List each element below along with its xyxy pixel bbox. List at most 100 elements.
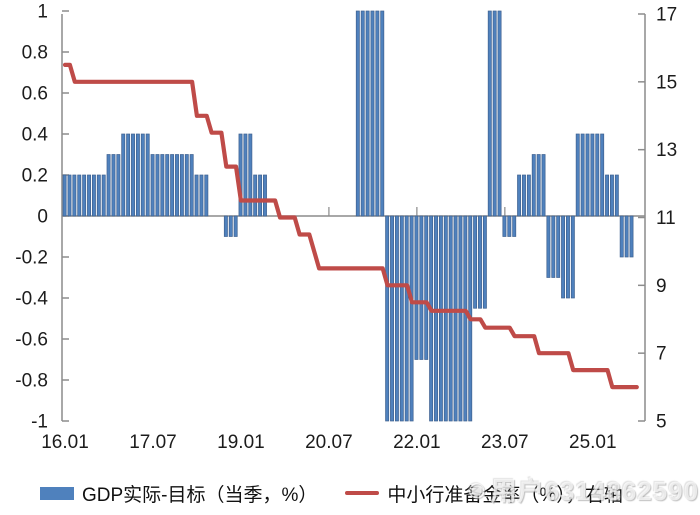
legend-label-gdp-gap: GDP实际-目标（当季，%）	[82, 484, 318, 506]
gdp-gap-bar	[595, 133, 600, 217]
gdp-gap-bar	[67, 174, 72, 217]
gdp-gap-bar	[370, 10, 375, 217]
gdp-gap-bar	[165, 154, 170, 217]
gdp-gap-bar	[551, 215, 556, 278]
gdp-gap-bar	[429, 215, 434, 422]
gdp-gap-bar	[585, 133, 590, 217]
left-axis-tick-label: -0.2	[15, 248, 48, 269]
gdp-gap-bar	[502, 215, 507, 237]
left-axis-tick-label: -1	[31, 412, 48, 433]
x-axis-tick-label: 19.01	[217, 432, 265, 453]
gdp-gap-bar	[258, 174, 263, 217]
gdp-gap-bar	[541, 154, 546, 217]
gdp-gap-bar	[497, 10, 502, 217]
x-axis-tick-label: 23.07	[481, 432, 529, 453]
left-axis-tick-label: -0.8	[15, 371, 48, 392]
gdp-gap-bar	[517, 174, 522, 217]
gdp-gap-bar	[145, 133, 150, 217]
gdp-gap-bar	[111, 154, 116, 217]
gdp-gap-bar	[228, 215, 233, 237]
left-axis-tick-label: 1	[37, 2, 48, 23]
gdp-gap-bar	[414, 215, 419, 360]
legend-label-rrr: 中小行准备金率（%），右轴	[387, 484, 623, 506]
x-axis-tick-label: 16.01	[41, 432, 89, 453]
gdp-gap-bar	[478, 215, 482, 309]
line-series-swatch	[345, 491, 380, 495]
gdp-gap-bar	[204, 174, 209, 217]
gdp-gap-bar	[62, 174, 67, 217]
x-axis-tick-label: 20.07	[305, 432, 353, 453]
gdp-gap-bar	[590, 133, 595, 217]
gdp-gap-bar	[179, 154, 184, 217]
left-axis-tick-label: 0.6	[22, 84, 48, 105]
gdp-gap-bar	[614, 174, 619, 217]
left-axis-tick-label: -0.4	[15, 289, 48, 310]
right-axis-tick-label: 7	[656, 344, 667, 365]
gdp-gap-bar	[101, 174, 106, 217]
gdp-gap-bar	[522, 174, 526, 217]
gdp-gap-bar	[512, 215, 517, 237]
gdp-gap-bar	[409, 215, 414, 422]
gdp-gap-bar	[624, 215, 629, 258]
gdp-gap-bar	[72, 174, 77, 217]
x-axis-tick-label: 25.01	[569, 432, 617, 453]
gdp-gap-bar	[238, 133, 243, 217]
left-axis-tick-label: 0	[37, 207, 48, 228]
gdp-gap-bar	[135, 133, 140, 217]
rrr-step-line	[62, 62, 639, 390]
gdp-gap-bar	[404, 215, 409, 422]
gdp-gap-bar	[126, 133, 131, 217]
gdp-gap-bar	[82, 174, 87, 217]
gdp-gap-bar	[160, 154, 165, 217]
gdp-gap-bar	[575, 133, 580, 217]
gdp-gap-bar	[609, 174, 614, 217]
gdp-gap-bar	[243, 133, 248, 217]
gdp-gap-bar	[561, 215, 566, 299]
gdp-gap-bar	[390, 215, 394, 422]
gdp-gap-bar	[121, 133, 126, 217]
gdp-gap-bar	[263, 174, 267, 217]
gdp-gap-bar	[424, 215, 429, 360]
gdp-gap-bar	[248, 133, 253, 217]
gdp-gap-bar	[77, 174, 82, 217]
gdp-gap-bar	[170, 154, 175, 217]
gdp-gap-bar	[492, 10, 497, 217]
gdp-gap-bar	[453, 215, 458, 422]
gdp-gap-bar	[434, 215, 438, 422]
legend: GDP实际-目标（当季，%） 中小行准备金率（%），右轴	[40, 478, 680, 508]
gdp-gap-bar	[355, 10, 360, 217]
right-axis-tick-label: 9	[656, 276, 667, 297]
gdp-gap-bar	[194, 174, 199, 217]
gdp-gap-bar	[482, 215, 487, 309]
gdp-gap-bar	[184, 154, 189, 217]
gdp-gap-bar	[360, 10, 365, 217]
gdp-gap-bar	[605, 174, 610, 217]
gdp-gap-bar	[600, 133, 605, 217]
gdp-gap-bar	[375, 10, 380, 217]
right-axis-tick-label: 17	[656, 5, 677, 26]
x-axis-tick-label: 17.07	[129, 432, 177, 453]
gdp-gap-bar	[566, 215, 570, 299]
gdp-gap-bar	[380, 10, 385, 217]
gdp-gap-bar	[189, 154, 194, 217]
gdp-gap-bar	[526, 174, 531, 217]
gdp-gap-bar	[473, 215, 478, 309]
gdp-gap-bar	[140, 133, 145, 217]
gdp-gap-bar	[106, 154, 111, 217]
bar-series-swatch	[40, 486, 74, 500]
legend-item-rrr: 中小行准备金率（%），右轴	[345, 480, 623, 507]
gdp-gap-bar	[536, 154, 541, 217]
gdp-gap-bar	[199, 174, 204, 217]
left-axis-tick-label: 0.2	[22, 166, 48, 187]
gdp-gap-bar	[91, 174, 96, 217]
gdp-gap-bar	[619, 215, 624, 258]
gdp-gap-bar	[487, 10, 492, 217]
right-axis-tick-label: 5	[656, 412, 667, 433]
gdp-gap-bar	[507, 215, 512, 237]
axes: 1 0.8 0.6 0.4 0.2 0 -0.2 -0.4 -0.6 -0.8 -1 17 15 13 11…	[15, 2, 677, 454]
gdp-gap-bar	[629, 215, 634, 258]
gdp-gap-bar	[580, 133, 585, 217]
left-axis-tick-label: 0.8	[22, 43, 48, 64]
